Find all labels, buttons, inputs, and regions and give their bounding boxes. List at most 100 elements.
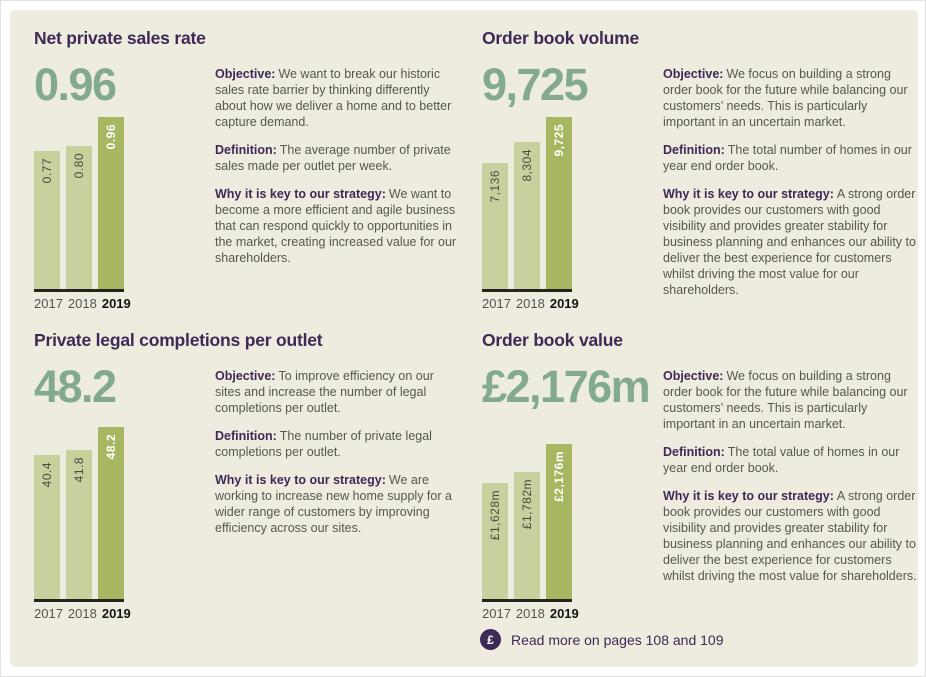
kpi-order-book-value: Order book value £2,176m £1,628m £1,782m £… xyxy=(482,330,920,621)
year-label-2018: 2018 xyxy=(515,606,545,621)
definition-paragraph: Definition: The total number of homes in … xyxy=(663,142,920,174)
bar-chart-year-labels: 2017 2018 2019 xyxy=(34,296,215,311)
kpi-headline-value: 48.2 xyxy=(34,361,117,412)
bar-value-label: 0.77 xyxy=(40,158,54,184)
kpi-chart-column: £2,176m £1,628m £1,782m £2,176m 2017 2018 20… xyxy=(482,364,663,621)
kpi-title: Private legal completions per outlet xyxy=(34,330,323,350)
bar-value-label: 9,725 xyxy=(552,124,566,157)
kpi-title: Net private sales rate xyxy=(34,28,206,48)
bar-value-label: 48.2 xyxy=(104,434,118,460)
strategy-paragraph: Why it is key to our strategy: A strong o… xyxy=(663,488,920,584)
definition-text: The total number of homes in our year en… xyxy=(663,143,912,173)
objective-paragraph: Objective: We want to break our historic … xyxy=(215,66,460,130)
bar-chart-year-labels: 2017 2018 2019 xyxy=(34,606,215,621)
year-label-2019: 2019 xyxy=(549,296,579,311)
objective-label: Objective: xyxy=(663,369,724,383)
definition-label: Definition: xyxy=(663,445,725,459)
bar-2018: 8,304 xyxy=(514,142,540,289)
strategy-text: A strong order book provides our custome… xyxy=(663,187,916,297)
strategy-text: We want to become a more efficient and a… xyxy=(215,187,457,265)
bar-chart-year-labels: 2017 2018 2019 xyxy=(482,296,663,311)
strategy-label: Why it is key to our strategy: xyxy=(215,473,386,487)
objective-label: Objective: xyxy=(215,369,276,383)
definition-paragraph: Definition: The average number of private… xyxy=(215,142,460,174)
strategy-paragraph: Why it is key to our strategy: A strong o… xyxy=(663,186,920,298)
year-label-2017: 2017 xyxy=(34,606,63,621)
bar-value-label: £2,176m xyxy=(552,451,566,502)
bar-value-label: 40.4 xyxy=(40,462,54,488)
year-label-2019: 2019 xyxy=(101,606,131,621)
bar-2017: £1,628m xyxy=(482,483,508,599)
kpi-chart-column: 48.2 40.4 41.8 48.2 2017 2018 2019 xyxy=(34,364,215,621)
kpi-body: 9,725 7,136 8,304 9,725 2017 2018 2019 Objec… xyxy=(482,62,920,311)
bar-chart: 40.4 41.8 48.2 xyxy=(34,427,124,602)
strategy-paragraph: Why it is key to our strategy: We are wor… xyxy=(215,472,460,536)
year-label-2019: 2019 xyxy=(101,296,131,311)
kpi-order-book-volume: Order book volume 9,725 7,136 8,304 9,725 … xyxy=(482,28,920,311)
objective-text: We want to break our historic sales rate… xyxy=(215,67,452,129)
kpi-headline-value: 9,725 xyxy=(482,59,589,110)
strategy-text: We are working to increase new home supp… xyxy=(215,473,452,535)
kpi-text-column: Objective: To improve efficiency on our s… xyxy=(215,364,460,621)
kpi-private-legal-completions-per-outlet: Private legal completions per outlet 48.… xyxy=(34,330,460,621)
strategy-label: Why it is key to our strategy: xyxy=(215,187,386,201)
kpi-panel-background: Net private sales rate 0.96 0.77 0.80 0.96… xyxy=(10,10,918,667)
year-label-2017: 2017 xyxy=(482,296,511,311)
kpi-text-column: Objective: We focus on building a strong … xyxy=(663,62,920,311)
bar-chart-year-labels: 2017 2018 2019 xyxy=(482,606,663,621)
kpi-body: £2,176m £1,628m £1,782m £2,176m 2017 2018 20… xyxy=(482,364,920,621)
objective-paragraph: Objective: We focus on building a strong … xyxy=(663,66,920,130)
bar-2018: 0.80 xyxy=(66,146,92,289)
bar-value-label: 0.80 xyxy=(72,153,86,179)
bar-2018: 41.8 xyxy=(66,450,92,599)
kpi-title: Order book value xyxy=(482,330,623,350)
bar-value-label: 41.8 xyxy=(72,457,86,483)
definition-text: The total value of homes in our year end… xyxy=(663,445,900,475)
definition-label: Definition: xyxy=(663,143,725,157)
kpi-body: 0.96 0.77 0.80 0.96 2017 2018 2019 Objective… xyxy=(34,62,460,311)
bar-2017: 0.77 xyxy=(34,151,60,289)
bar-chart: 0.77 0.80 0.96 xyxy=(34,117,124,292)
kpi-headline-value: £2,176m xyxy=(482,361,651,412)
bar-value-label: £1,628m xyxy=(488,490,502,541)
objective-paragraph: Objective: We focus on building a strong … xyxy=(663,368,920,432)
objective-text: To improve efficiency on our sites and i… xyxy=(215,369,434,415)
objective-label: Objective: xyxy=(663,67,724,81)
definition-text: The average number of private sales made… xyxy=(215,143,451,173)
kpi-chart-column: 9,725 7,136 8,304 9,725 2017 2018 2019 xyxy=(482,62,663,311)
bar-2017: 40.4 xyxy=(34,455,60,599)
bar-chart: 7,136 8,304 9,725 xyxy=(482,117,572,292)
kpi-text-column: Objective: We want to break our historic … xyxy=(215,62,460,311)
bar-value-label: 7,136 xyxy=(488,170,502,203)
strategy-label: Why it is key to our strategy: xyxy=(663,489,834,503)
year-label-2018: 2018 xyxy=(67,296,97,311)
year-label-2018: 2018 xyxy=(515,296,545,311)
kpi-chart-column: 0.96 0.77 0.80 0.96 2017 2018 2019 xyxy=(34,62,215,311)
read-more-link[interactable]: £ Read more on pages 108 and 109 xyxy=(480,629,724,650)
year-label-2018: 2018 xyxy=(67,606,97,621)
kpi-body: 48.2 40.4 41.8 48.2 2017 2018 2019 Objective… xyxy=(34,364,460,621)
kpi-title: Order book volume xyxy=(482,28,640,48)
bar-2018: £1,782m xyxy=(514,472,540,599)
pound-sterling-icon: £ xyxy=(480,629,501,650)
kpi-headline-value: 0.96 xyxy=(34,59,117,110)
bar-value-label: £1,782m xyxy=(520,479,534,530)
bar-2017: 7,136 xyxy=(482,163,508,289)
definition-label: Definition: xyxy=(215,429,277,443)
strategy-paragraph: Why it is key to our strategy: We want to… xyxy=(215,186,460,266)
definition-text: The number of private legal completions … xyxy=(215,429,432,459)
kpi-net-private-sales-rate: Net private sales rate 0.96 0.77 0.80 0.96… xyxy=(34,28,460,311)
definition-label: Definition: xyxy=(215,143,277,157)
read-more-text: Read more on pages 108 and 109 xyxy=(511,631,724,648)
objective-label: Objective: xyxy=(215,67,276,81)
objective-paragraph: Objective: To improve efficiency on our s… xyxy=(215,368,460,416)
bar-2019: 0.96 xyxy=(98,117,124,289)
objective-text: We focus on building a strong order book… xyxy=(663,67,908,129)
strategy-label: Why it is key to our strategy: xyxy=(663,187,834,201)
bar-value-label: 0.96 xyxy=(104,124,118,150)
bar-chart: £1,628m £1,782m £2,176m xyxy=(482,430,572,602)
bar-2019: £2,176m xyxy=(546,444,572,599)
year-label-2017: 2017 xyxy=(482,606,511,621)
bar-2019: 48.2 xyxy=(98,427,124,599)
